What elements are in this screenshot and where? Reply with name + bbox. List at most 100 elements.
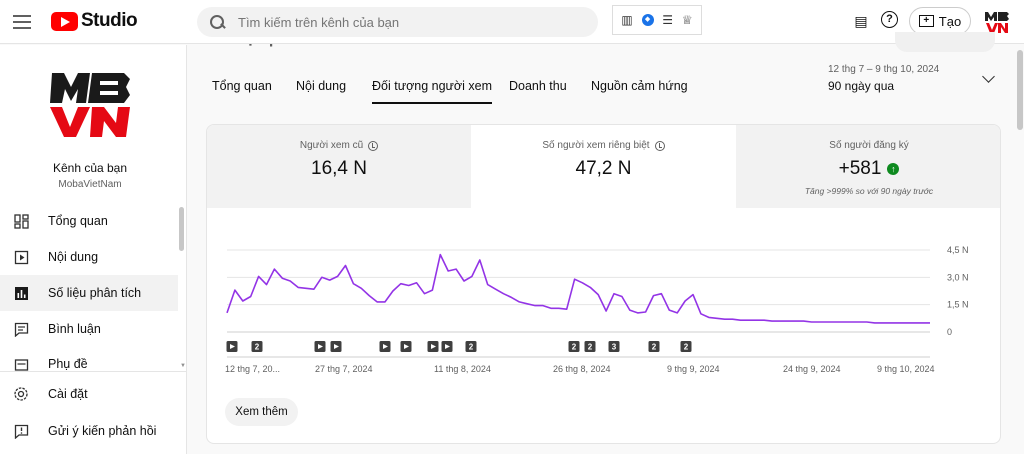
studio-logo[interactable]: Studio xyxy=(51,10,138,32)
video-count-marker[interactable]: 2 xyxy=(648,341,660,352)
extension-toolbar: ▥ ◆ ☰ ♕ xyxy=(612,5,702,35)
sidebar-item-label: Bình luận xyxy=(48,322,101,336)
main-scrollbar[interactable] xyxy=(1017,50,1023,130)
settings-icon xyxy=(13,386,29,402)
y-tick-label: 0 xyxy=(947,327,952,337)
channel-logo[interactable] xyxy=(46,71,132,139)
video-marker[interactable] xyxy=(226,341,238,352)
x-tick-label: 12 thg 7, 20... xyxy=(225,364,280,374)
advanced-mode-button[interactable] xyxy=(895,32,995,52)
x-tick-label: 11 thg 8, 2024 xyxy=(434,364,491,374)
sidebar-item-label: Nội dung xyxy=(48,250,99,264)
metric-label: Số người xem riêng biệt xyxy=(542,140,650,151)
metric-value: 47,2 N xyxy=(575,158,632,179)
sidebar-divider xyxy=(0,371,187,372)
video-marker[interactable] xyxy=(379,341,391,352)
metrics-card: Người xem cũ 16,4 N Số người xem riêng b… xyxy=(206,124,1001,444)
sidebar-item-label: Phụ đề xyxy=(48,357,88,371)
sidebar-scrollbar[interactable] xyxy=(179,207,184,251)
sidebar-item-comments[interactable]: Bình luận xyxy=(0,311,178,347)
marker-count: 3 xyxy=(612,343,617,352)
video-marker[interactable] xyxy=(441,341,453,352)
create-label: Tạo xyxy=(938,13,962,29)
captions-icon[interactable]: ▤ xyxy=(854,13,868,29)
play-icon xyxy=(445,344,450,349)
stats-extension-icon[interactable]: ▥ xyxy=(621,13,633,27)
sidebar-item-content[interactable]: Nội dung xyxy=(0,239,178,275)
dashboard-icon xyxy=(13,213,29,229)
top-bar: Studio ▥ ◆ ☰ ♕ ▤ ? + Tạo xyxy=(0,0,1024,44)
account-avatar[interactable] xyxy=(984,9,1010,35)
video-count-marker[interactable]: 2 xyxy=(680,341,692,352)
content-icon xyxy=(13,249,29,265)
menu-icon[interactable] xyxy=(13,12,31,30)
play-icon xyxy=(404,344,409,349)
metric-comparison: Tăng >999% so với 90 ngày trước xyxy=(804,186,934,196)
y-tick-label: 3,0 N xyxy=(947,272,969,282)
youtube-play-icon xyxy=(51,11,78,31)
comments-icon xyxy=(13,321,29,337)
date-range-dates: 12 thg 7 – 9 thg 10, 2024 xyxy=(828,64,940,75)
viewers-line-chart[interactable]: 4,5 N 3,0 N 1,5 N 0 2 2 2 2 3 2 2 12 thg 7, 20... 27… xyxy=(207,208,1001,398)
tab-revenue[interactable]: Doanh thu xyxy=(509,79,567,93)
video-marker[interactable] xyxy=(330,341,342,352)
metric-value: 16,4 N xyxy=(311,158,367,179)
video-marker[interactable] xyxy=(314,341,326,352)
video-count-marker[interactable]: 2 xyxy=(568,341,580,352)
metric-value: +581 xyxy=(838,158,882,179)
play-icon xyxy=(318,344,323,349)
create-icon: + xyxy=(918,15,934,27)
date-range-picker[interactable]: 12 thg 7 – 9 thg 10, 2024 90 ngày qua xyxy=(828,64,939,93)
video-count-marker[interactable]: 2 xyxy=(584,341,596,352)
tab-content[interactable]: Nội dung xyxy=(296,79,347,93)
play-icon xyxy=(431,344,436,349)
video-count-marker[interactable]: 2 xyxy=(251,341,263,352)
marker-count: 2 xyxy=(684,343,689,352)
metric-subscribers[interactable]: Số người đăng ký +581 ↑ Tăng >999% so với… xyxy=(736,125,1000,208)
tab-overview[interactable]: Tổng quan xyxy=(212,79,272,93)
x-tick-label: 27 thg 7, 2024 xyxy=(315,364,373,374)
search-icon[interactable] xyxy=(208,13,226,31)
sidebar-item-settings[interactable]: Cài đặt xyxy=(0,376,178,412)
page-title: Số liệu phân tích về kênh xyxy=(212,44,404,48)
metric-unique-viewers[interactable]: Số người xem riêng biệt 47,2 N xyxy=(471,125,736,208)
video-marker[interactable] xyxy=(400,341,412,352)
create-button[interactable]: + Tạo xyxy=(909,7,971,35)
x-tick-label: 26 thg 8, 2024 xyxy=(553,364,611,374)
video-count-marker[interactable]: 3 xyxy=(608,341,620,352)
marker-count: 2 xyxy=(572,343,577,352)
arrow-up-icon: ↑ xyxy=(887,163,900,175)
help-icon: ? xyxy=(881,11,898,28)
sidebar-item-analytics[interactable]: Số liệu phân tích xyxy=(0,275,178,311)
series-line xyxy=(226,253,930,324)
marker-count: 2 xyxy=(469,343,474,352)
sidebar: Kênh của bạn MobaVietNam Tổng quan Nội d… xyxy=(0,45,187,454)
sidebar-item-feedback[interactable]: Gửi ý kiến phản hồi xyxy=(0,413,178,449)
play-icon xyxy=(230,344,235,349)
list-extension-icon[interactable]: ☰ xyxy=(662,13,674,27)
scroll-down-arrow-icon[interactable]: ▼ xyxy=(180,363,186,369)
sidebar-item-label: Số liệu phân tích xyxy=(48,286,142,300)
tab-audience[interactable]: Đối tượng người xem xyxy=(372,79,492,104)
video-count-marker[interactable]: 2 xyxy=(465,341,477,352)
see-more-button[interactable]: Xem thêm xyxy=(225,398,298,426)
chevron-down-icon[interactable] xyxy=(982,70,995,83)
x-tick-label: 24 thg 9, 2024 xyxy=(783,364,841,374)
feedback-icon xyxy=(13,423,29,439)
help-button[interactable]: ? xyxy=(881,11,901,31)
analytics-icon xyxy=(13,285,29,301)
sidebar-item-dashboard[interactable]: Tổng quan xyxy=(0,203,178,239)
channel-name: Kênh của bạn xyxy=(52,161,128,175)
search-bar[interactable] xyxy=(197,7,598,37)
tab-inspiration[interactable]: Nguồn cảm hứng xyxy=(591,79,688,93)
extension-badge-icon[interactable]: ◆ xyxy=(641,14,654,26)
search-input[interactable] xyxy=(238,14,578,30)
x-tick-label: 9 thg 9, 2024 xyxy=(667,364,720,374)
y-tick-label: 1,5 N xyxy=(947,300,969,310)
video-marker[interactable] xyxy=(427,341,439,352)
metric-returning-viewers[interactable]: Người xem cũ 16,4 N xyxy=(207,125,471,208)
trophy-extension-icon[interactable]: ♕ xyxy=(681,13,693,27)
brand-label: Studio xyxy=(81,10,138,31)
marker-count: 2 xyxy=(652,343,657,352)
sidebar-item-subtitles[interactable]: Phụ đề xyxy=(0,347,178,373)
